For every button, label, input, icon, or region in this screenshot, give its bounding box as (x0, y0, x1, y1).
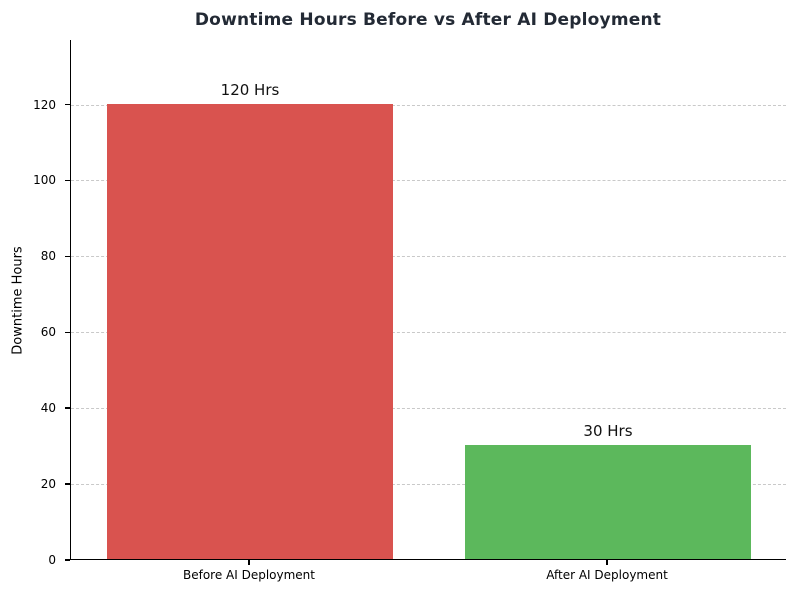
gridline (71, 180, 786, 182)
gridline (71, 256, 786, 258)
gridline (71, 408, 786, 410)
y-axis-label: Downtime Hours (10, 246, 26, 355)
gridline (71, 104, 786, 106)
bar-value-label: 120 Hrs (220, 80, 280, 99)
chart-title: Downtime Hours Before vs After AI Deploy… (194, 10, 662, 30)
y-tick-mark (65, 331, 70, 333)
y-tick-label: 40 (40, 401, 56, 416)
y-tick-label: 120 (33, 97, 56, 112)
x-tick-mark (606, 560, 608, 565)
x-tick-label: Before AI Deployment (182, 568, 315, 582)
plot-area: 120 Hrs 30 Hrs (70, 40, 786, 560)
y-tick-label: 20 (40, 477, 56, 492)
y-tick-mark (65, 407, 70, 409)
y-tick-mark (65, 103, 70, 106)
x-tick-label: After AI Deployment (546, 568, 668, 582)
y-tick-label: 60 (40, 325, 56, 340)
y-tick-mark (65, 483, 70, 485)
x-tick-mark (248, 560, 250, 565)
y-tick-label: 80 (40, 249, 56, 264)
y-tick-mark (65, 179, 70, 182)
y-tick-mark (65, 559, 70, 561)
gridline (71, 332, 786, 334)
bar-after-ai-deployment (464, 445, 752, 559)
y-tick-label: 0 (48, 553, 56, 567)
y-tick-mark (65, 255, 70, 258)
gridline (71, 484, 786, 486)
y-tick-label: 100 (33, 173, 56, 188)
bar-before-ai-deployment (106, 103, 394, 559)
bar-value-label: 30 Hrs (583, 422, 633, 441)
